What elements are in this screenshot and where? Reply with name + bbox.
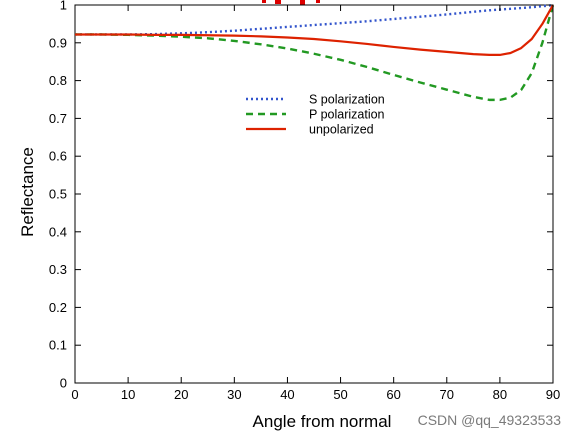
x-tick-label: 70 (440, 387, 454, 402)
y-tick-label: 0.5 (49, 187, 67, 202)
y-tick-label: 0.3 (49, 262, 67, 277)
y-tick-label: 0.8 (49, 73, 67, 88)
series-line-unpolarized (75, 4, 554, 57)
y-axis-title: Reflectance (18, 147, 37, 237)
x-tick-label: 20 (174, 387, 188, 402)
y-tick-label: 0.9 (49, 35, 67, 50)
watermark-text: CSDN @qq_49323533 (418, 412, 562, 428)
y-tick-label: 1 (60, 0, 67, 13)
plot-frame (74, 4, 554, 384)
y-tick-label: 0.4 (49, 224, 67, 239)
tick-labels: 0 10 20 30 40 50 60 70 80 90 0 0.1 0.2 0.3 0.4 0.5 0.6 0.… (49, 0, 560, 402)
y-tick-label: 0 (60, 376, 67, 391)
x-tick-label: 50 (333, 387, 347, 402)
y-tick-label: 0.7 (49, 111, 67, 126)
y-tick-label: 0.1 (49, 338, 67, 353)
ticks-layer (74, 4, 554, 384)
series-line-p-polarization (75, 4, 555, 102)
x-tick-label: 80 (493, 387, 507, 402)
legend-label: unpolarized (309, 123, 374, 137)
y-tick-label: 0.2 (49, 300, 67, 315)
x-tick-label: 10 (121, 387, 135, 402)
x-tick-label: 40 (280, 387, 294, 402)
y-tick-label: 0.6 (49, 149, 67, 164)
legend-label: P polarization (309, 108, 385, 122)
x-tick-label: 90 (546, 387, 560, 402)
series-layer (75, 3, 555, 102)
cropped-title-remnant (262, 0, 320, 5)
plot-area (74, 4, 554, 384)
legend-label: S polarization (309, 93, 385, 107)
x-axis-title: Angle from normal (253, 412, 392, 431)
x-tick-label: 30 (227, 387, 241, 402)
x-tick-label: 0 (71, 387, 78, 402)
x-tick-label: 60 (386, 387, 400, 402)
series-line-s-polarization (75, 3, 554, 36)
